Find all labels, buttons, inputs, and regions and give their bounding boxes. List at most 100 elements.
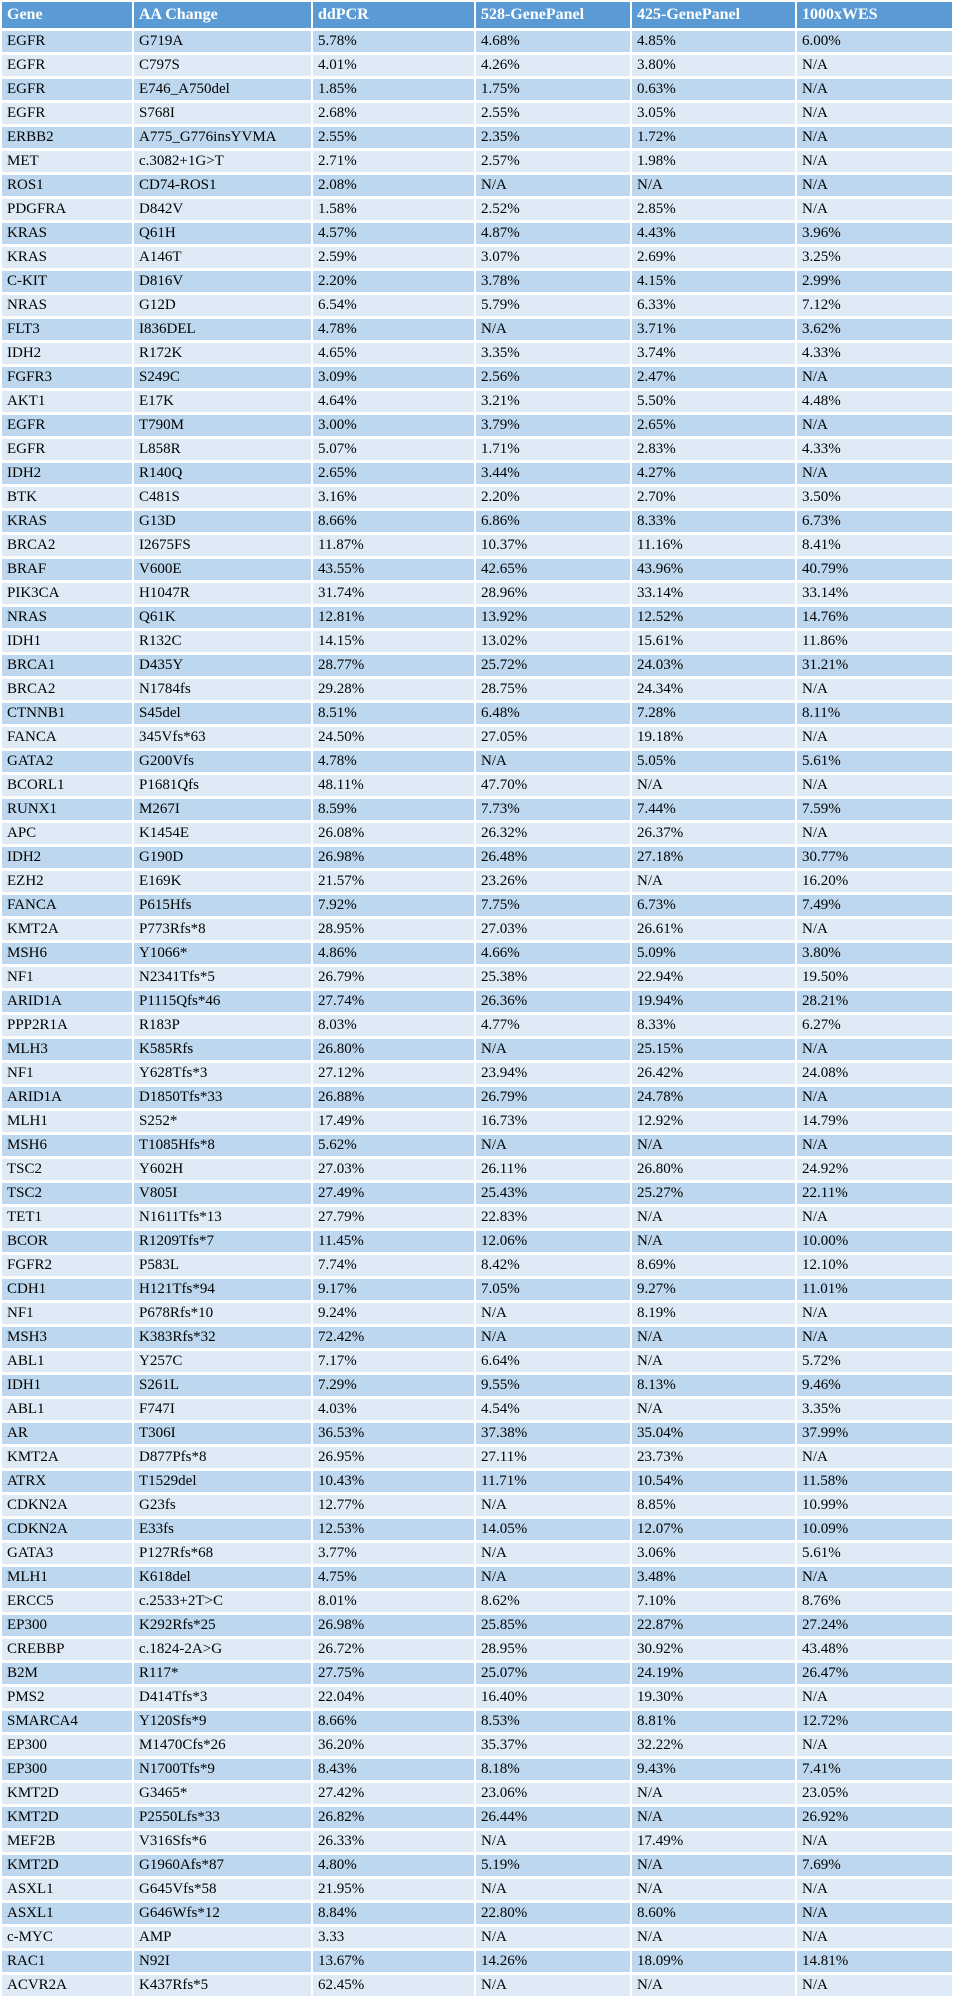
- cell-ddpcr: 21.95%: [313, 1879, 476, 1903]
- table-row: EGFR C797S 4.01% 4.26% 3.80% N/A: [0, 55, 954, 79]
- cell-ddpcr: 62.45%: [313, 1975, 476, 1999]
- cell-gene: MLH1: [0, 1567, 134, 1591]
- cell-528-genepanel: 5.79%: [476, 295, 632, 319]
- cell-aa-change: R140Q: [134, 463, 313, 487]
- cell-gene: NF1: [0, 1063, 134, 1087]
- cell-aa-change: D414Tfs*3: [134, 1687, 313, 1711]
- cell-ddpcr: 2.65%: [313, 463, 476, 487]
- table-row: KRAS A146T 2.59% 3.07% 2.69% 3.25%: [0, 247, 954, 271]
- cell-ddpcr: 24.50%: [313, 727, 476, 751]
- cell-1000xwes: 7.69%: [797, 1855, 954, 1879]
- cell-528-genepanel: 23.26%: [476, 871, 632, 895]
- cell-425-genepanel: 30.92%: [632, 1639, 797, 1663]
- cell-1000xwes: 8.76%: [797, 1591, 954, 1615]
- cell-528-genepanel: 1.71%: [476, 439, 632, 463]
- table-row: AKT1 E17K 4.64% 3.21% 5.50% 4.48%: [0, 391, 954, 415]
- cell-gene: FANCA: [0, 895, 134, 919]
- cell-425-genepanel: N/A: [632, 1351, 797, 1375]
- cell-425-genepanel: 5.05%: [632, 751, 797, 775]
- cell-528-genepanel: 27.03%: [476, 919, 632, 943]
- cell-gene: MSH6: [0, 1135, 134, 1159]
- cell-ddpcr: 4.57%: [313, 223, 476, 247]
- cell-1000xwes: N/A: [797, 151, 954, 175]
- cell-425-genepanel: 9.43%: [632, 1759, 797, 1783]
- table-row: EP300 M1470Cfs*26 36.20% 35.37% 32.22% N/A: [0, 1735, 954, 1759]
- cell-gene: KRAS: [0, 511, 134, 535]
- cell-1000xwes: N/A: [797, 1975, 954, 1999]
- table-row: NF1 N2341Tfs*5 26.79% 25.38% 22.94% 19.50%: [0, 967, 954, 991]
- cell-ddpcr: 5.07%: [313, 439, 476, 463]
- cell-ddpcr: 9.17%: [313, 1279, 476, 1303]
- cell-425-genepanel: 2.65%: [632, 415, 797, 439]
- cell-1000xwes: 6.00%: [797, 31, 954, 55]
- cell-ddpcr: 26.79%: [313, 967, 476, 991]
- cell-425-genepanel: 6.33%: [632, 295, 797, 319]
- cell-aa-change: R183P: [134, 1015, 313, 1039]
- cell-gene: ATRX: [0, 1471, 134, 1495]
- table-row: AR T306I 36.53% 37.38% 35.04% 37.99%: [0, 1423, 954, 1447]
- cell-gene: NRAS: [0, 295, 134, 319]
- cell-gene: KMT2D: [0, 1807, 134, 1831]
- cell-425-genepanel: 22.94%: [632, 967, 797, 991]
- cell-aa-change: c.1824-2A>G: [134, 1639, 313, 1663]
- cell-gene: MLH3: [0, 1039, 134, 1063]
- table-row: RAC1 N92I 13.67% 14.26% 18.09% 14.81%: [0, 1951, 954, 1975]
- cell-ddpcr: 17.49%: [313, 1111, 476, 1135]
- cell-gene: IDH2: [0, 463, 134, 487]
- cell-425-genepanel: 0.63%: [632, 79, 797, 103]
- cell-1000xwes: N/A: [797, 127, 954, 151]
- table-row: KRAS Q61H 4.57% 4.87% 4.43% 3.96%: [0, 223, 954, 247]
- cell-gene: ABL1: [0, 1399, 134, 1423]
- cell-gene: c-MYC: [0, 1927, 134, 1951]
- cell-528-genepanel: N/A: [476, 1039, 632, 1063]
- cell-1000xwes: 33.14%: [797, 583, 954, 607]
- cell-ddpcr: 31.74%: [313, 583, 476, 607]
- cell-aa-change: V805I: [134, 1183, 313, 1207]
- cell-ddpcr: 26.88%: [313, 1087, 476, 1111]
- cell-425-genepanel: N/A: [632, 1807, 797, 1831]
- cell-aa-change: N92I: [134, 1951, 313, 1975]
- table-row: ERBB2 A775_G776insYVMA 2.55% 2.35% 1.72% N/A: [0, 127, 954, 151]
- cell-gene: TSC2: [0, 1183, 134, 1207]
- cell-425-genepanel: N/A: [632, 1879, 797, 1903]
- cell-ddpcr: 4.80%: [313, 1855, 476, 1879]
- cell-ddpcr: 27.03%: [313, 1159, 476, 1183]
- cell-aa-change: Q61K: [134, 607, 313, 631]
- cell-528-genepanel: 35.37%: [476, 1735, 632, 1759]
- cell-1000xwes: N/A: [797, 1135, 954, 1159]
- cell-gene: RUNX1: [0, 799, 134, 823]
- cell-ddpcr: 1.58%: [313, 199, 476, 223]
- cell-aa-change: D435Y: [134, 655, 313, 679]
- cell-528-genepanel: 25.72%: [476, 655, 632, 679]
- cell-528-genepanel: N/A: [476, 319, 632, 343]
- cell-528-genepanel: 4.77%: [476, 1015, 632, 1039]
- cell-425-genepanel: 19.94%: [632, 991, 797, 1015]
- cell-aa-change: S249C: [134, 367, 313, 391]
- cell-aa-change: P1681Qfs: [134, 775, 313, 799]
- cell-aa-change: T1529del: [134, 1471, 313, 1495]
- cell-aa-change: R132C: [134, 631, 313, 655]
- cell-ddpcr: 48.11%: [313, 775, 476, 799]
- cell-425-genepanel: 9.27%: [632, 1279, 797, 1303]
- cell-425-genepanel: 12.07%: [632, 1519, 797, 1543]
- cell-528-genepanel: 22.83%: [476, 1207, 632, 1231]
- table-row: CREBBP c.1824-2A>G 26.72% 28.95% 30.92% 43.48…: [0, 1639, 954, 1663]
- cell-aa-change: P2550Lfs*33: [134, 1807, 313, 1831]
- cell-1000xwes: 5.61%: [797, 1543, 954, 1567]
- cell-gene: CTNNB1: [0, 703, 134, 727]
- cell-aa-change: I836DEL: [134, 319, 313, 343]
- cell-ddpcr: 22.04%: [313, 1687, 476, 1711]
- cell-528-genepanel: N/A: [476, 1135, 632, 1159]
- cell-aa-change: Q61H: [134, 223, 313, 247]
- cell-gene: EGFR: [0, 415, 134, 439]
- cell-aa-change: G1960Afs*87: [134, 1855, 313, 1879]
- cell-gene: AKT1: [0, 391, 134, 415]
- cell-425-genepanel: N/A: [632, 1135, 797, 1159]
- cell-528-genepanel: 26.48%: [476, 847, 632, 871]
- cell-aa-change: P615Hfs: [134, 895, 313, 919]
- cell-aa-change: c.2533+2T>C: [134, 1591, 313, 1615]
- cell-425-genepanel: 3.05%: [632, 103, 797, 127]
- cell-aa-change: P583L: [134, 1255, 313, 1279]
- cell-1000xwes: N/A: [797, 1903, 954, 1927]
- cell-1000xwes: 30.77%: [797, 847, 954, 871]
